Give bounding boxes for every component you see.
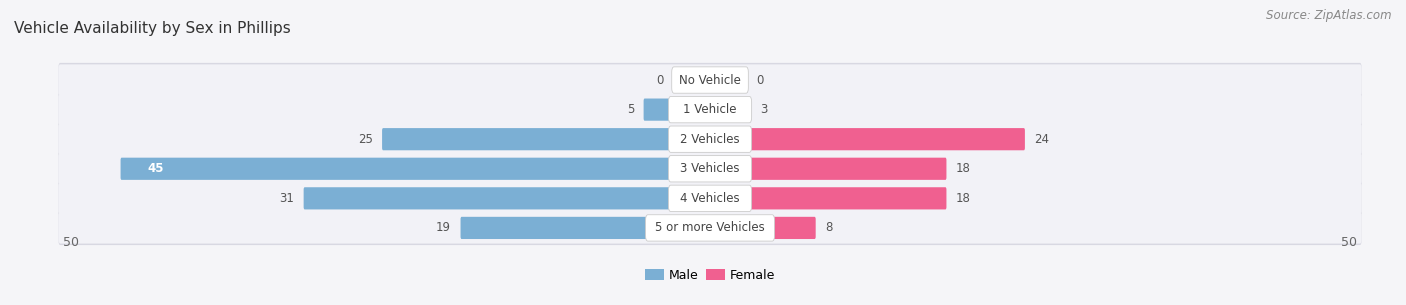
Text: 45: 45 bbox=[148, 162, 165, 175]
FancyBboxPatch shape bbox=[121, 158, 711, 180]
Text: 2 Vehicles: 2 Vehicles bbox=[681, 133, 740, 146]
Text: 25: 25 bbox=[357, 133, 373, 146]
Text: 5: 5 bbox=[627, 103, 634, 116]
FancyBboxPatch shape bbox=[59, 64, 1361, 96]
Text: 3: 3 bbox=[759, 103, 768, 116]
Text: 1 Vehicle: 1 Vehicle bbox=[683, 103, 737, 116]
FancyBboxPatch shape bbox=[59, 92, 1361, 127]
FancyBboxPatch shape bbox=[59, 124, 1361, 155]
Text: 8: 8 bbox=[825, 221, 832, 235]
FancyBboxPatch shape bbox=[59, 212, 1361, 244]
FancyBboxPatch shape bbox=[709, 158, 946, 180]
Text: 18: 18 bbox=[956, 192, 970, 205]
FancyBboxPatch shape bbox=[59, 122, 1361, 156]
FancyBboxPatch shape bbox=[59, 181, 1361, 216]
FancyBboxPatch shape bbox=[709, 187, 946, 210]
Text: 5 or more Vehicles: 5 or more Vehicles bbox=[655, 221, 765, 235]
FancyBboxPatch shape bbox=[672, 67, 748, 93]
FancyBboxPatch shape bbox=[59, 152, 1361, 186]
Text: 0: 0 bbox=[657, 74, 664, 87]
Text: 3 Vehicles: 3 Vehicles bbox=[681, 162, 740, 175]
Text: 4 Vehicles: 4 Vehicles bbox=[681, 192, 740, 205]
FancyBboxPatch shape bbox=[668, 156, 752, 182]
FancyBboxPatch shape bbox=[59, 63, 1361, 97]
FancyBboxPatch shape bbox=[645, 215, 775, 241]
Text: 31: 31 bbox=[280, 192, 294, 205]
FancyBboxPatch shape bbox=[59, 153, 1361, 185]
FancyBboxPatch shape bbox=[644, 99, 711, 121]
Text: 19: 19 bbox=[436, 221, 451, 235]
Text: Vehicle Availability by Sex in Phillips: Vehicle Availability by Sex in Phillips bbox=[14, 21, 291, 36]
FancyBboxPatch shape bbox=[59, 94, 1361, 125]
Text: 18: 18 bbox=[956, 162, 970, 175]
Text: 0: 0 bbox=[756, 74, 763, 87]
FancyBboxPatch shape bbox=[382, 128, 711, 150]
FancyBboxPatch shape bbox=[668, 185, 752, 212]
Legend: Male, Female: Male, Female bbox=[640, 264, 780, 287]
Text: 50: 50 bbox=[63, 236, 79, 249]
Text: Source: ZipAtlas.com: Source: ZipAtlas.com bbox=[1267, 9, 1392, 22]
FancyBboxPatch shape bbox=[709, 128, 1025, 150]
FancyBboxPatch shape bbox=[668, 126, 752, 152]
FancyBboxPatch shape bbox=[461, 217, 711, 239]
Text: 50: 50 bbox=[1341, 236, 1357, 249]
FancyBboxPatch shape bbox=[709, 99, 751, 121]
Text: 24: 24 bbox=[1035, 133, 1049, 146]
FancyBboxPatch shape bbox=[59, 183, 1361, 214]
FancyBboxPatch shape bbox=[668, 96, 752, 123]
Text: No Vehicle: No Vehicle bbox=[679, 74, 741, 87]
FancyBboxPatch shape bbox=[59, 211, 1361, 245]
FancyBboxPatch shape bbox=[304, 187, 711, 210]
FancyBboxPatch shape bbox=[709, 217, 815, 239]
